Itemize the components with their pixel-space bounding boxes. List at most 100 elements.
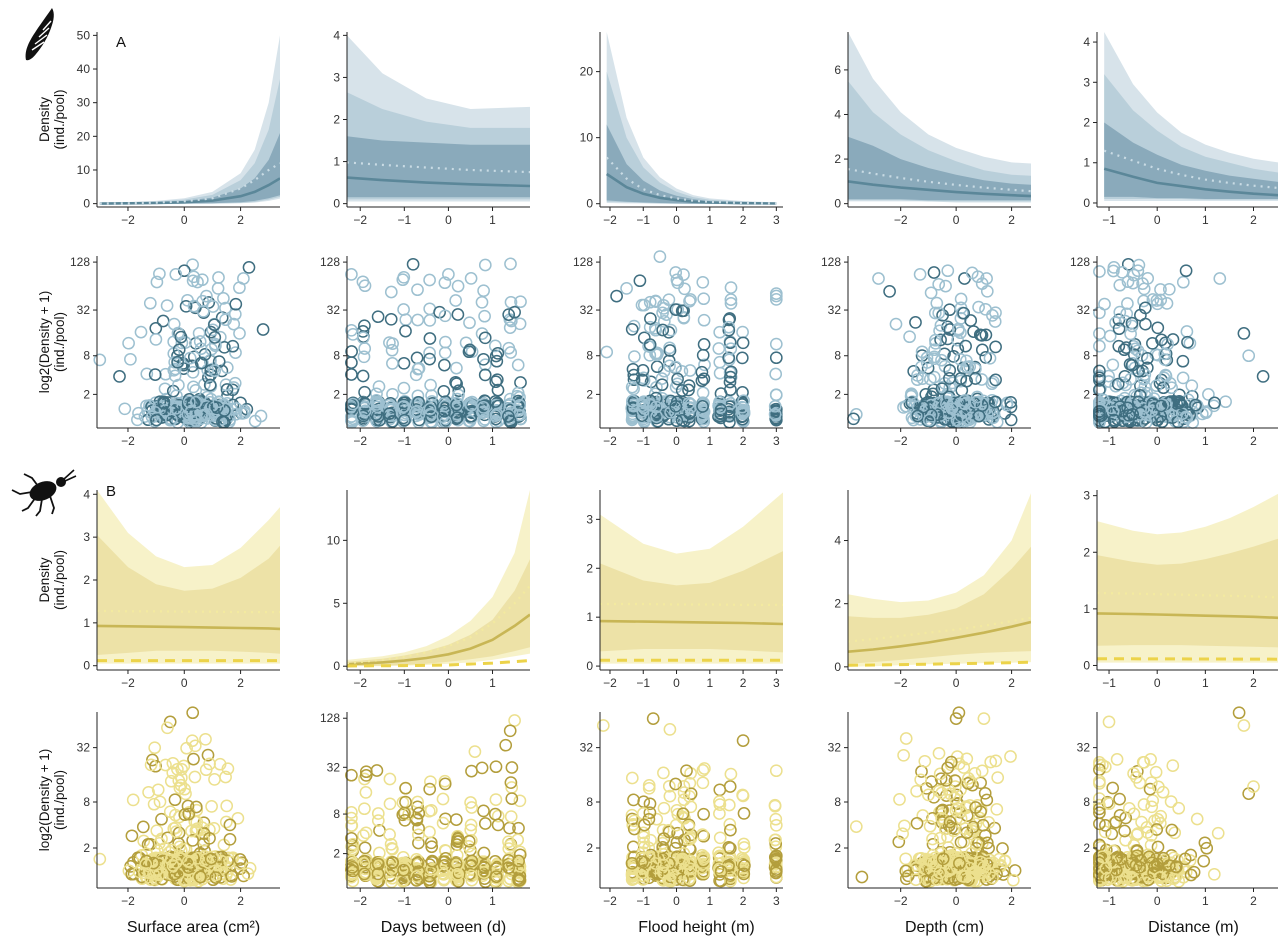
- data-point: [901, 863, 915, 877]
- data-point: [1106, 405, 1120, 419]
- data-point: [386, 842, 399, 856]
- data-point: [1154, 870, 1167, 884]
- data-point: [610, 289, 623, 303]
- data-point: [1122, 802, 1136, 815]
- data-point: [975, 343, 989, 357]
- data-point: [1127, 767, 1140, 780]
- data-point: [722, 323, 736, 337]
- data-point: [696, 403, 710, 417]
- data-point: [917, 400, 930, 414]
- data-point: [663, 789, 677, 803]
- data-point: [643, 806, 657, 820]
- points: [1093, 706, 1260, 888]
- data-point: [957, 761, 971, 774]
- data-point: [1160, 297, 1174, 310]
- data-point: [186, 706, 200, 720]
- data-point: [769, 856, 783, 870]
- data-point: [208, 318, 221, 332]
- data-point: [504, 314, 518, 328]
- data-point: [208, 364, 222, 378]
- data-point: [768, 799, 782, 813]
- snail-icon: [25, 8, 54, 61]
- data-point: [491, 809, 505, 823]
- data-point: [628, 350, 641, 363]
- data-point: [399, 795, 412, 809]
- x-tick-label: 0: [181, 894, 188, 908]
- data-point: [503, 724, 517, 738]
- data-point: [229, 346, 242, 359]
- plot-area: [347, 490, 530, 668]
- data-point: [451, 279, 465, 293]
- y-tick-label: 20: [77, 129, 91, 143]
- y-tick-label: 32: [828, 741, 842, 755]
- x-tick-label: 2: [1008, 894, 1015, 908]
- data-point: [132, 406, 145, 420]
- data-point: [1162, 859, 1176, 872]
- data-point: [126, 793, 140, 807]
- data-point: [669, 777, 682, 791]
- y-axis-label: log2(Density + 1): [37, 291, 52, 393]
- data-point: [1156, 398, 1170, 412]
- data-point: [1208, 396, 1221, 410]
- data-point: [696, 275, 710, 289]
- data-point: [642, 779, 656, 792]
- y-tick-label: 30: [77, 96, 91, 110]
- data-point: [147, 797, 161, 811]
- data-point: [478, 331, 492, 345]
- data-point: [502, 861, 515, 874]
- data-point: [187, 270, 201, 284]
- data-point: [1149, 765, 1163, 779]
- data-point: [682, 383, 695, 397]
- data-point: [369, 395, 383, 409]
- data-point: [356, 275, 370, 289]
- data-point: [397, 303, 410, 316]
- x-tick-label: 3: [773, 894, 780, 908]
- data-point: [769, 289, 783, 303]
- data-point: [468, 745, 482, 758]
- y-tick-label: 32: [77, 303, 91, 317]
- data-point: [1128, 338, 1142, 351]
- data-point: [359, 786, 373, 799]
- data-point: [511, 833, 525, 847]
- plot-area: [605, 32, 777, 205]
- points: [93, 706, 257, 888]
- fit-line-line: [1103, 167, 1278, 197]
- data-point: [165, 843, 179, 857]
- data-point: [635, 373, 649, 387]
- data-point: [1168, 826, 1182, 840]
- data-point: [998, 854, 1012, 868]
- data-point: [383, 772, 397, 786]
- y-tick-label: 0: [586, 659, 593, 673]
- data-point: [990, 867, 1003, 881]
- data-point: [508, 714, 521, 727]
- data-point: [213, 757, 227, 771]
- data-point: [345, 345, 358, 358]
- data-point: [1237, 327, 1251, 340]
- data-point: [1093, 802, 1106, 816]
- x-tick-label: 0: [445, 434, 452, 448]
- data-point: [199, 763, 213, 777]
- y-tick-label: 4: [834, 107, 841, 121]
- data-point: [1093, 852, 1106, 866]
- x-tick-label: −1: [636, 894, 650, 908]
- data-point: [220, 361, 234, 374]
- data-point: [436, 816, 450, 830]
- data-point: [989, 340, 1002, 354]
- data-point: [627, 793, 640, 807]
- data-point: [1107, 264, 1120, 278]
- data-point: [356, 369, 370, 383]
- x-tick-label: 2: [237, 676, 244, 690]
- y-tick-label: 2: [586, 561, 593, 575]
- x-tick-label: 0: [673, 676, 680, 690]
- data-point: [965, 411, 979, 425]
- data-point: [151, 863, 164, 876]
- y-tick-label: 32: [580, 741, 594, 755]
- data-point: [1158, 347, 1172, 361]
- data-point: [684, 800, 698, 814]
- data-point: [113, 370, 126, 383]
- data-point: [683, 407, 696, 420]
- data-point: [142, 785, 155, 799]
- fit-line-line: [1097, 612, 1278, 620]
- data-point: [627, 382, 640, 396]
- plot-area: [600, 492, 783, 664]
